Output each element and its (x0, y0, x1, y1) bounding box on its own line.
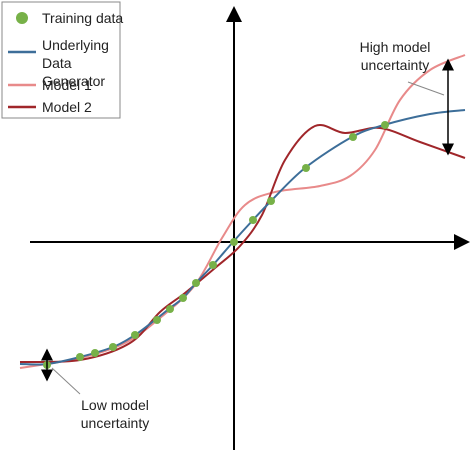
high-annotation: High model uncertainty (359, 39, 431, 73)
legend-label: Underlying Data Generator (42, 37, 109, 89)
training-point (153, 316, 161, 324)
training-point (109, 343, 117, 351)
legend-label: Model 2 (42, 99, 92, 115)
training-point (91, 349, 99, 357)
legend-box (1, 1, 121, 119)
training-point (179, 294, 187, 302)
training-point (131, 331, 139, 339)
training-point (349, 133, 357, 141)
high-pointer (407, 81, 445, 96)
training-point (249, 216, 257, 224)
model-2-curve (19, 123, 466, 364)
training-point (302, 164, 310, 172)
training-point (267, 197, 275, 205)
model-1-curve (19, 54, 466, 369)
training-point (381, 121, 389, 129)
training-point (192, 279, 200, 287)
training-point (230, 238, 238, 246)
training-point (76, 353, 84, 361)
training-point (166, 305, 174, 313)
training-point (209, 261, 217, 269)
legend-label: Training data (42, 10, 124, 26)
legend-dot (16, 12, 28, 24)
low-pointer (51, 367, 81, 395)
low-annotation: Low model uncertainty (80, 397, 150, 431)
legend-label: Model 1 (42, 77, 92, 93)
generator-curve (19, 109, 466, 366)
